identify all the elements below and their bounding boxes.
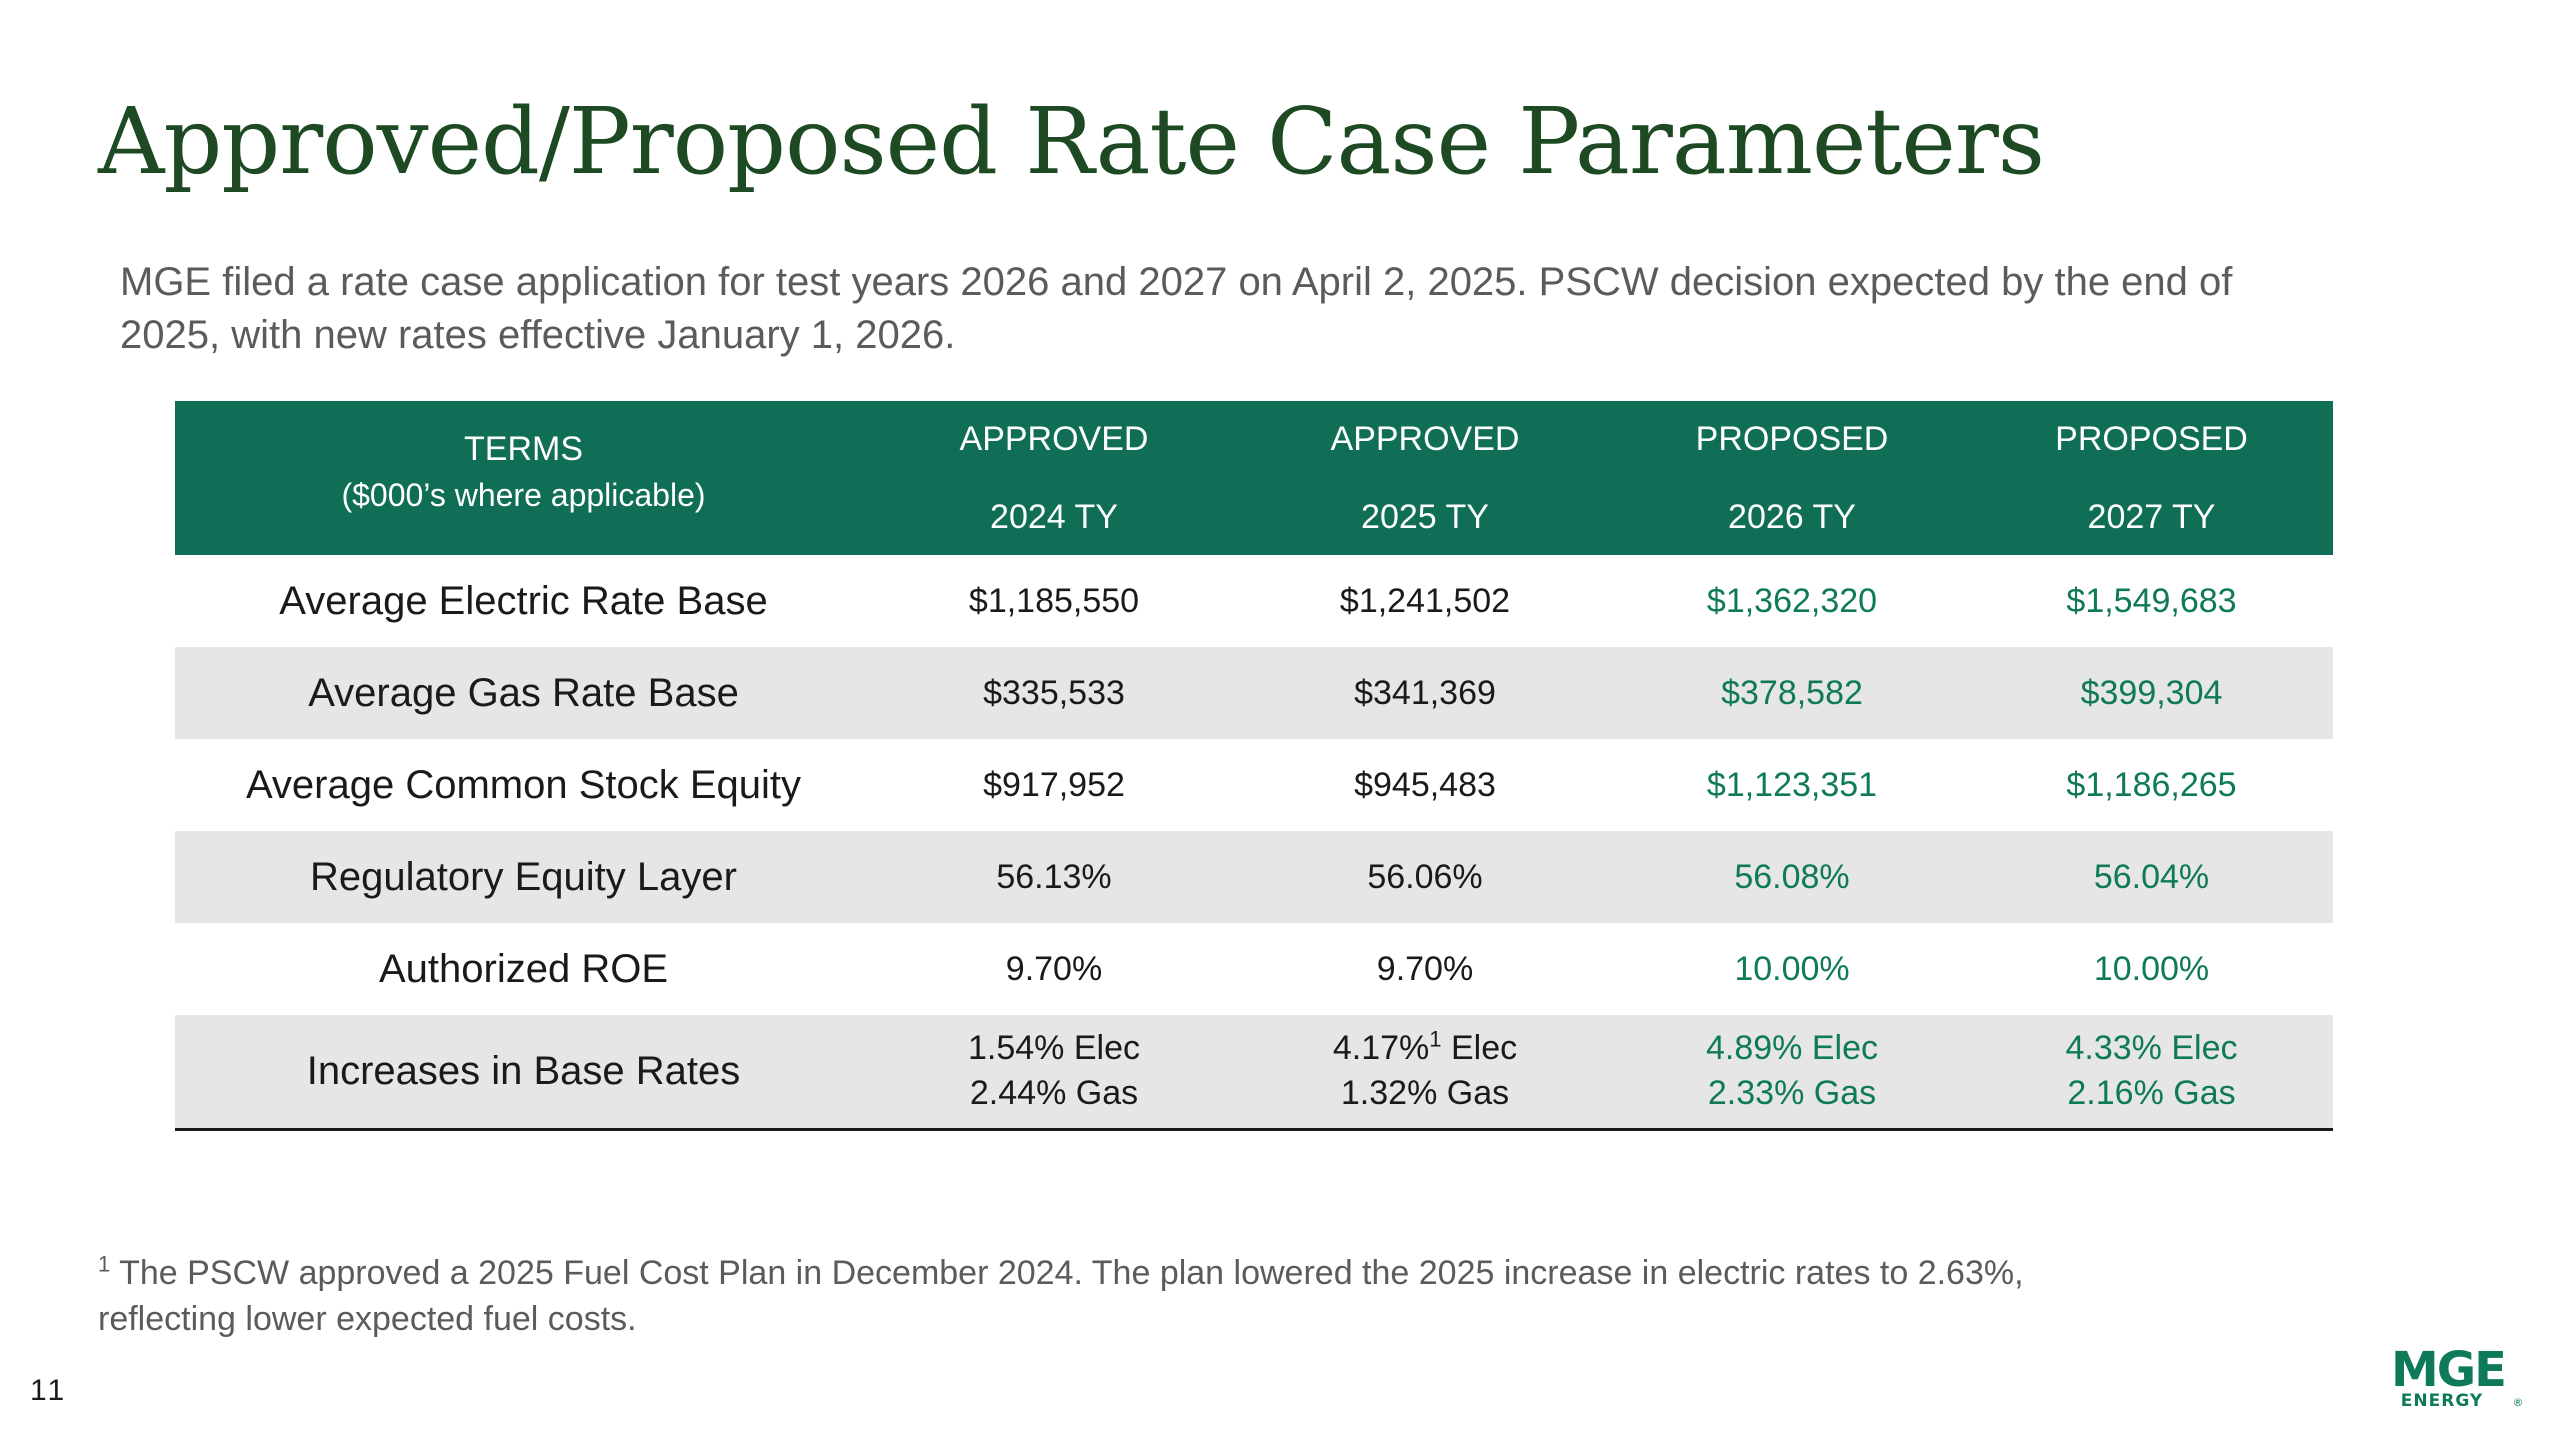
- row-label: Average Electric Rate Base: [279, 578, 768, 623]
- cell-2026: 4.89% Elec 2.33% Gas: [1614, 1015, 1970, 1129]
- cell-2025: 4.17%1 Elec 1.32% Gas: [1236, 1015, 1614, 1129]
- cell-2024: 9.70%: [1005, 949, 1103, 988]
- cell-2026: $1,362,320: [1706, 581, 1878, 620]
- rate-increase-gas: 1.32% Gas: [1340, 1074, 1510, 1113]
- table-row: Average Common Stock Equity $917,952 $94…: [175, 739, 2333, 831]
- rate-case-table: TERMS ($000’s where applicable) APPROVED…: [175, 401, 2333, 1131]
- rate-increase-elec-value: 4.17%: [1332, 1029, 1430, 1068]
- rate-increase-elec-suffix: Elec: [1441, 1029, 1518, 1068]
- cell-2026: 10.00%: [1734, 949, 1850, 988]
- cell-2024: 1.54% Elec 2.44% Gas: [872, 1015, 1236, 1129]
- header-terms-note: ($000’s where applicable): [341, 477, 706, 513]
- header-year: 2027 TY: [2087, 498, 2216, 536]
- rate-increase-gas: 2.33% Gas: [1707, 1074, 1877, 1113]
- header-status: PROPOSED: [1695, 420, 1889, 458]
- rate-increase-elec: 4.89% Elec: [1706, 1029, 1878, 1068]
- header-2027: PROPOSED 2027 TY: [1970, 401, 2333, 555]
- logo-mge-text: MGE: [2391, 1342, 2505, 1398]
- row-label: Increases in Base Rates: [306, 1048, 741, 1093]
- logo-registered-mark: ®: [2513, 1396, 2524, 1409]
- cell-2027: $399,304: [2080, 673, 2223, 712]
- cell-2024: $335,533: [983, 673, 1125, 712]
- cell-2025: $1,241,502: [1339, 581, 1511, 620]
- header-terms: TERMS ($000’s where applicable): [175, 401, 872, 555]
- page-title: Approved/Proposed Rate Case Parameters: [98, 88, 2045, 195]
- cell-2025: $341,369: [1354, 673, 1496, 712]
- page-number: 11: [30, 1374, 68, 1407]
- cell-2024: 56.13%: [996, 857, 1112, 896]
- footnote-marker: 1: [1429, 1026, 1442, 1052]
- cell-2027: 4.33% Elec 2.16% Gas: [1970, 1015, 2333, 1129]
- cell-2027: 10.00%: [2093, 949, 2210, 988]
- header-status: APPROVED: [959, 420, 1149, 458]
- cell-2024: $1,185,550: [968, 581, 1140, 620]
- cell-2027: $1,549,683: [2066, 581, 2237, 620]
- header-terms-label: TERMS: [464, 430, 583, 468]
- cell-2027: 56.04%: [2093, 857, 2210, 896]
- header-status: APPROVED: [1330, 420, 1520, 458]
- cell-2026: $1,123,351: [1706, 765, 1878, 804]
- logo-energy-text: ENERGY: [2401, 1391, 2483, 1410]
- footnote-line-2: reflecting lower expected fuel costs.: [98, 1300, 637, 1338]
- table-row: Increases in Base Rates 1.54% Elec 2.44%…: [175, 1015, 2333, 1129]
- footnote-text: The PSCW approved a 2025 Fuel Cost Plan …: [119, 1254, 2024, 1292]
- rate-increase-elec: 4.33% Elec: [2065, 1029, 2238, 1068]
- header-2026: PROPOSED 2026 TY: [1614, 401, 1970, 555]
- header-year: 2024 TY: [990, 498, 1118, 536]
- header-2025: APPROVED 2025 TY: [1236, 401, 1614, 555]
- row-label: Regulatory Equity Layer: [310, 854, 737, 899]
- rate-increase-elec: 1.54% Elec: [968, 1029, 1140, 1068]
- table-header-row: TERMS ($000’s where applicable) APPROVED…: [175, 401, 2333, 555]
- cell-2025: $945,483: [1354, 765, 1496, 804]
- rate-increase-gas: 2.16% Gas: [2067, 1074, 2236, 1113]
- rate-increase-elec: 4.17%1 Elec: [1236, 1026, 1614, 1071]
- row-label: Authorized ROE: [378, 946, 669, 991]
- footnote: 1 The PSCW approved a 2025 Fuel Cost Pla…: [98, 1250, 2298, 1342]
- cell-2027: $1,186,265: [2066, 765, 2237, 804]
- table-row: Regulatory Equity Layer 56.13% 56.06% 56…: [175, 831, 2333, 923]
- rate-increase-gas: 2.44% Gas: [969, 1074, 1139, 1113]
- footnote-marker: 1: [98, 1251, 111, 1277]
- footnote-line-1: 1 The PSCW approved a 2025 Fuel Cost Pla…: [98, 1250, 2298, 1296]
- header-status: PROPOSED: [2055, 420, 2248, 458]
- row-label: Average Gas Rate Base: [308, 670, 739, 715]
- cell-2024: $917,952: [983, 765, 1125, 804]
- mge-energy-logo: MGE ENERGY ®: [2391, 1342, 2524, 1410]
- cell-2026: $378,582: [1721, 673, 1863, 712]
- header-year: 2026 TY: [1728, 498, 1856, 536]
- table-row: Authorized ROE 9.70% 9.70% 10.00% 10.00%: [175, 923, 2333, 1015]
- cell-2025: 56.06%: [1367, 857, 1483, 896]
- table-row: Average Electric Rate Base $1,185,550 $1…: [175, 555, 2333, 647]
- header-2024: APPROVED 2024 TY: [872, 401, 1236, 555]
- cell-2025: 9.70%: [1376, 949, 1474, 988]
- cell-2026: 56.08%: [1734, 857, 1850, 896]
- table-row: Average Gas Rate Base $335,533 $341,369 …: [175, 647, 2333, 739]
- page-subtitle: MGE filed a rate case application for te…: [120, 260, 2233, 357]
- row-label: Average Common Stock Equity: [245, 762, 802, 807]
- header-year: 2025 TY: [1361, 498, 1489, 536]
